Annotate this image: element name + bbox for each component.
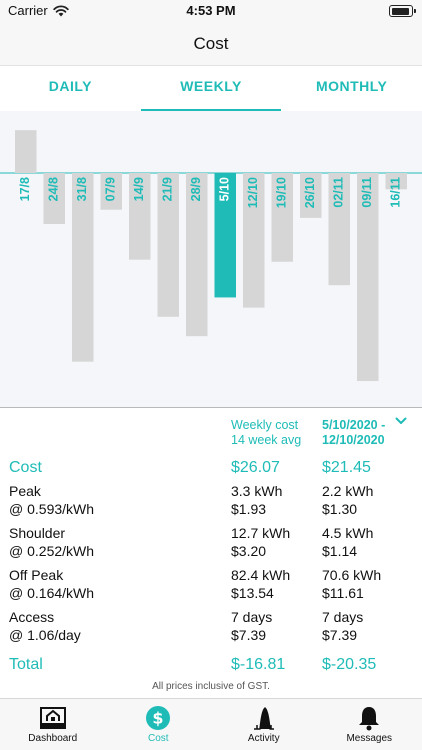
week-header-line-1: 5/10/2020 - — [322, 418, 386, 432]
access-avg-days: 7 days — [231, 609, 273, 625]
chart-bar-02-11[interactable] — [328, 173, 351, 286]
total-row-label: Total — [9, 656, 43, 673]
carrier-label: Carrier — [8, 3, 48, 18]
status-time: 4:53 PM — [186, 3, 236, 18]
avg-column-header: Weekly cost 14 week avg — [231, 418, 301, 448]
shoulder-avg-kwh: 12.7 kWh — [231, 525, 291, 541]
tabbar-item-dashboard[interactable]: Dashboard — [0, 699, 106, 750]
chart-tick-label: 21/9 — [161, 177, 175, 201]
bell-icon — [359, 707, 380, 731]
chart-bar-17-8[interactable] — [15, 130, 37, 173]
peak-avg-cost: $1.93 — [231, 501, 267, 517]
status-bar: Carrier 4:53 PM — [0, 0, 422, 22]
total-row-avg: $-16.81 — [231, 656, 286, 673]
chart-tick-label: 24/8 — [47, 177, 61, 201]
tab-weekly[interactable]: WEEKLY — [140, 66, 282, 111]
chart-bar-28-9[interactable] — [186, 173, 208, 337]
wifi-icon — [53, 4, 69, 16]
weekly-cost-chart-svg[interactable]: 17/8 24/8 31/8 07/9 14/9 21/9 28/9 5/10 12/10 19/… — [0, 111, 422, 407]
chart-tick-label: 28/9 — [189, 177, 203, 201]
chart-bar-21-9[interactable] — [157, 173, 180, 317]
svg-text:$: $ — [153, 709, 164, 728]
chart-divider — [0, 407, 422, 408]
offpeak-avg-kwh: 82.4 kWh — [231, 567, 291, 583]
peak-avg-kwh: 3.3 kWh — [231, 483, 283, 499]
chart-tick-label: 09/11 — [360, 177, 374, 208]
activity-icon — [253, 707, 274, 730]
tabbar-item-activity[interactable]: Activity — [211, 699, 317, 750]
tabbar-label-messages: Messages — [346, 733, 393, 744]
shoulder-week-cost: $1.14 — [322, 543, 358, 559]
shoulder-avg-cost: $3.20 — [231, 543, 267, 559]
offpeak-row-label: Off Peak — [9, 567, 64, 583]
offpeak-week-kwh: 70.6 kWh — [322, 567, 382, 583]
gst-note: All prices inclusive of GST. — [152, 681, 270, 692]
page-title: Cost — [193, 33, 229, 53]
chart-bar-24-8[interactable] — [43, 173, 66, 224]
peak-row-rate: @ 0.593/kWh — [9, 501, 95, 517]
avg-header-line-1: Weekly cost — [231, 418, 299, 432]
week-header-line-2: 12/10/2020 — [322, 433, 385, 447]
period-tabs: DAILY WEEKLY MONTHLY — [0, 65, 422, 111]
dashboard-icon — [39, 707, 66, 729]
offpeak-week-cost: $11.61 — [322, 585, 364, 601]
tabbar-item-cost[interactable]: $ Cost — [106, 699, 212, 750]
week-column-header[interactable]: 5/10/2020 - 12/10/2020 — [322, 418, 385, 448]
access-avg-cost: $7.39 — [231, 627, 267, 643]
tab-monthly[interactable]: MONTHLY — [315, 78, 388, 94]
chart-tick-label: 31/8 — [75, 177, 89, 201]
total-row-week: $-20.35 — [322, 656, 377, 673]
shoulder-row-rate: @ 0.252/kWh — [9, 543, 95, 559]
chart-bar-31-8[interactable] — [72, 173, 94, 362]
chart-tick-label: 12/10 — [246, 177, 260, 208]
offpeak-avg-cost: $13.54 — [231, 585, 274, 601]
tabbar-label-dashboard: Dashboard — [28, 733, 78, 744]
shoulder-week-kwh: 4.5 kWh — [322, 525, 374, 541]
avg-header-line-2: 14 week avg — [231, 433, 302, 447]
peak-week-cost: $1.30 — [322, 501, 358, 517]
bottom-tab-bar: Dashboard $ Cost Activity Messages — [0, 698, 422, 750]
chart-bar-07-9[interactable] — [100, 173, 123, 210]
chart-bar-16-11[interactable] — [385, 173, 408, 190]
dollar-icon: $ — [146, 706, 171, 730]
tabbar-item-messages[interactable]: Messages — [317, 699, 422, 750]
chart-bar-5-10[interactable] — [214, 173, 237, 298]
chart-bar-26-10[interactable] — [300, 173, 322, 218]
carrier-info: Carrier — [8, 3, 69, 18]
cost-row-label: Cost — [9, 459, 42, 476]
chevron-down-icon[interactable] — [395, 417, 407, 425]
cost-row-week: $21.45 — [322, 459, 371, 476]
tabbar-label-cost: Cost — [147, 733, 169, 744]
chart-tick-label: 02/11 — [332, 177, 346, 208]
chart-tick-label: 19/10 — [275, 177, 289, 208]
tabbar-label-activity: Activity — [247, 733, 280, 744]
chart-tick-label: 16/11 — [389, 177, 403, 208]
chart-bar-14-9[interactable] — [129, 173, 151, 260]
chart-tick-label: 5/10 — [218, 177, 232, 201]
chart-bar-12-10[interactable] — [243, 173, 265, 308]
peak-week-kwh: 2.2 kWh — [322, 483, 374, 499]
offpeak-row-rate: @ 0.164/kWh — [9, 585, 95, 601]
chart-tick-label: 14/9 — [132, 177, 146, 201]
chart-bar-19-10[interactable] — [271, 173, 294, 262]
tab-daily[interactable]: DAILY — [48, 78, 92, 94]
cost-breakdown: Weekly cost 14 week avg 5/10/2020 - 12/1… — [0, 408, 422, 698]
peak-row-label: Peak — [9, 483, 41, 499]
weekly-cost-chart[interactable]: 17/8 24/8 31/8 07/9 14/9 21/9 28/9 5/10 12/10 19/… — [0, 111, 422, 407]
access-week-days: 7 days — [322, 609, 364, 625]
chart-bar-09-11[interactable] — [357, 173, 379, 382]
access-week-cost: $7.39 — [322, 627, 358, 643]
access-row-rate: @ 1.06/day — [9, 627, 81, 643]
shoulder-row-label: Shoulder — [9, 525, 66, 541]
access-row-label: Access — [9, 609, 55, 625]
battery-icon — [389, 5, 416, 17]
chart-tick-label: 17/8 — [18, 177, 32, 201]
chart-tick-label: 26/10 — [303, 177, 317, 208]
cost-row-avg: $26.07 — [231, 459, 280, 476]
nav-bar: Cost — [0, 22, 422, 65]
chart-tick-label: 07/9 — [104, 177, 118, 201]
